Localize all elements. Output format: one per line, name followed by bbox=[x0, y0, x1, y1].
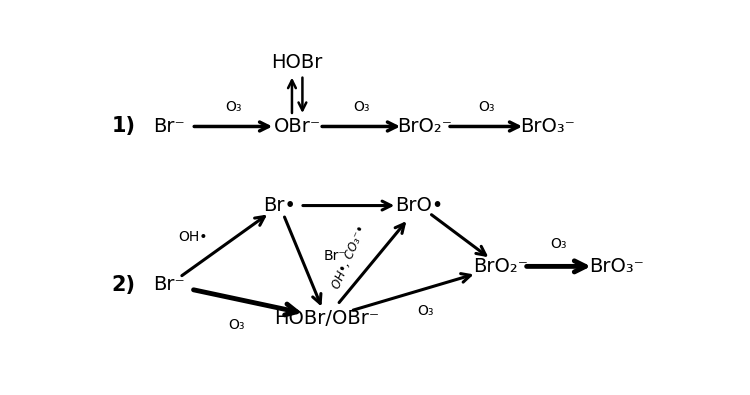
Text: O₃: O₃ bbox=[417, 305, 434, 318]
Text: 2): 2) bbox=[111, 275, 135, 295]
Text: BrO₃⁻: BrO₃⁻ bbox=[590, 257, 644, 276]
Text: O₃: O₃ bbox=[478, 100, 494, 114]
Text: O₃: O₃ bbox=[550, 237, 567, 251]
Text: 1): 1) bbox=[111, 117, 135, 137]
Text: OH•: OH• bbox=[178, 231, 207, 245]
Text: BrO₂⁻: BrO₂⁻ bbox=[473, 257, 528, 276]
Text: Br⁻: Br⁻ bbox=[154, 275, 185, 294]
Text: HOBr/OBr⁻: HOBr/OBr⁻ bbox=[274, 308, 379, 327]
Text: OH•, CO₃⁻•: OH•, CO₃⁻• bbox=[330, 224, 369, 291]
Text: BrO₂⁻: BrO₂⁻ bbox=[398, 117, 452, 136]
Text: Br•: Br• bbox=[263, 196, 296, 215]
Text: O₃: O₃ bbox=[228, 318, 244, 332]
Text: OBr⁻: OBr⁻ bbox=[274, 117, 321, 136]
Text: BrO•: BrO• bbox=[395, 196, 443, 215]
Text: HOBr: HOBr bbox=[272, 53, 322, 72]
Text: O₃: O₃ bbox=[352, 100, 369, 114]
Text: O₃: O₃ bbox=[225, 100, 242, 114]
Text: Br⁻: Br⁻ bbox=[323, 249, 346, 263]
Text: Br⁻: Br⁻ bbox=[154, 117, 185, 136]
Text: BrO₃⁻: BrO₃⁻ bbox=[520, 117, 574, 136]
